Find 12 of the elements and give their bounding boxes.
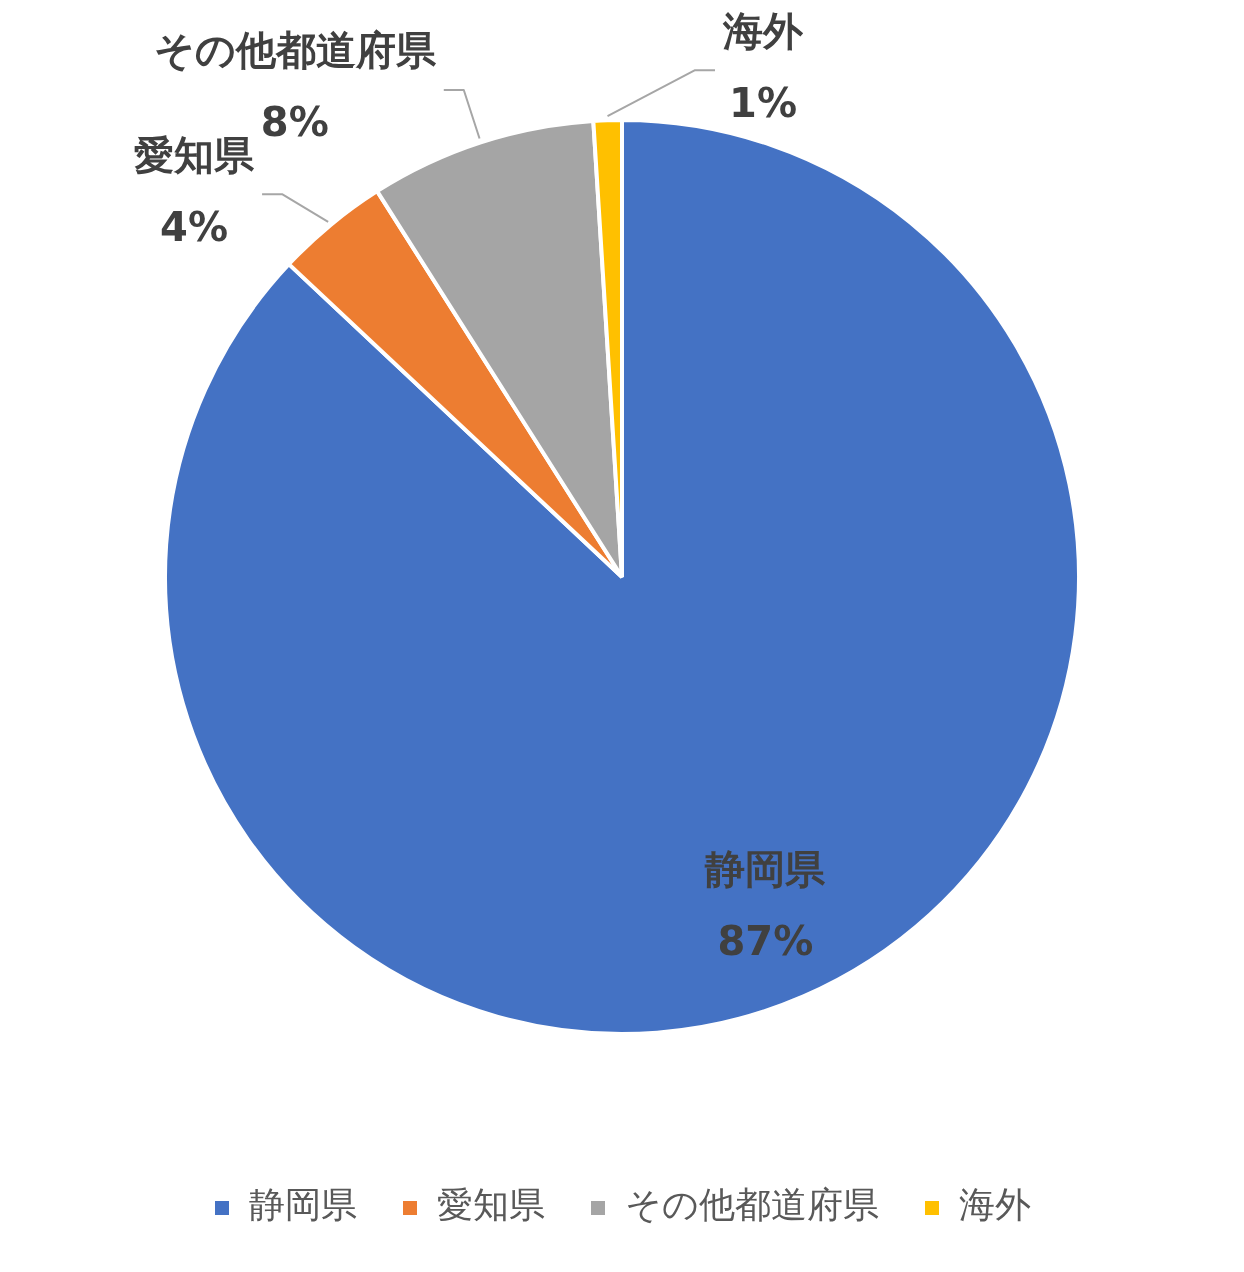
data-label: 4%	[160, 203, 229, 250]
legend-label: 愛知県	[437, 1184, 545, 1226]
legend-label: 静岡県	[249, 1184, 357, 1226]
slice-label: 愛知県	[134, 131, 256, 178]
data-label: 87%	[717, 917, 814, 964]
data-label: 1%	[729, 79, 797, 126]
legend-label: 海外	[959, 1184, 1031, 1226]
slice-label: その他都道府県	[153, 27, 437, 74]
legend-label: その他都道府県	[625, 1184, 879, 1226]
data-label: 8%	[260, 99, 329, 146]
slice-label: 静岡県	[704, 845, 827, 892]
slice-label: 海外	[722, 7, 805, 54]
